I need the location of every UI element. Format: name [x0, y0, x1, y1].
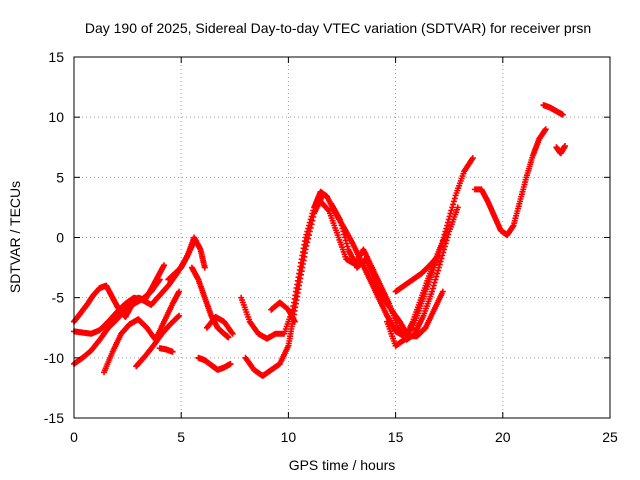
- series-s6: [133, 312, 183, 370]
- series-s15: [328, 200, 446, 340]
- data-point-markers: [188, 264, 232, 341]
- y-tick-label: 15: [48, 49, 64, 65]
- x-tick-label: 20: [495, 429, 511, 445]
- x-axis-label: GPS time / hours: [289, 457, 396, 473]
- series-s13: [268, 299, 298, 325]
- series-s18: [471, 126, 549, 239]
- data-point-markers: [242, 192, 326, 379]
- axis-ticks: 0 5 10 15 20 25 -15 -10 -5 0 5 10 15: [44, 49, 618, 445]
- series-s19: [540, 102, 566, 118]
- x-tick-label: 0: [70, 429, 78, 445]
- chart-title: Day 190 of 2025, Sidereal Day-to-day VTE…: [85, 20, 591, 36]
- data-point-markers: [268, 299, 298, 325]
- y-tick-label: -15: [44, 410, 64, 426]
- data-point-markers: [203, 313, 236, 337]
- series-s9: [203, 313, 236, 337]
- data-point-markers: [133, 312, 183, 370]
- data-point-markers: [165, 234, 208, 283]
- x-tick-label: 5: [177, 429, 185, 445]
- data-point-markers: [328, 200, 446, 340]
- y-tick-label: 0: [56, 230, 64, 246]
- y-axis-label: SDTVAR / TECUs: [7, 181, 23, 293]
- data-point-markers: [540, 102, 566, 118]
- x-tick-label: 25: [602, 429, 618, 445]
- data-point-markers: [553, 143, 568, 157]
- data-point-markers: [471, 126, 549, 239]
- x-tick-label: 10: [281, 429, 297, 445]
- series-s5: [165, 234, 208, 283]
- data-points: [71, 102, 568, 379]
- y-tick-label: 5: [56, 169, 64, 185]
- series-s17: [392, 252, 442, 295]
- series-s10: [195, 354, 234, 373]
- series-s20: [553, 143, 568, 157]
- series-s12: [242, 192, 326, 379]
- y-tick-label: -5: [52, 290, 65, 306]
- y-tick-label: -10: [44, 350, 64, 366]
- y-tick-label: 10: [48, 109, 64, 125]
- x-tick-label: 15: [388, 429, 404, 445]
- data-point-markers: [392, 252, 442, 295]
- series-s8: [188, 264, 232, 341]
- data-point-markers: [156, 345, 176, 355]
- series-s7: [156, 345, 176, 355]
- data-point-markers: [195, 354, 234, 373]
